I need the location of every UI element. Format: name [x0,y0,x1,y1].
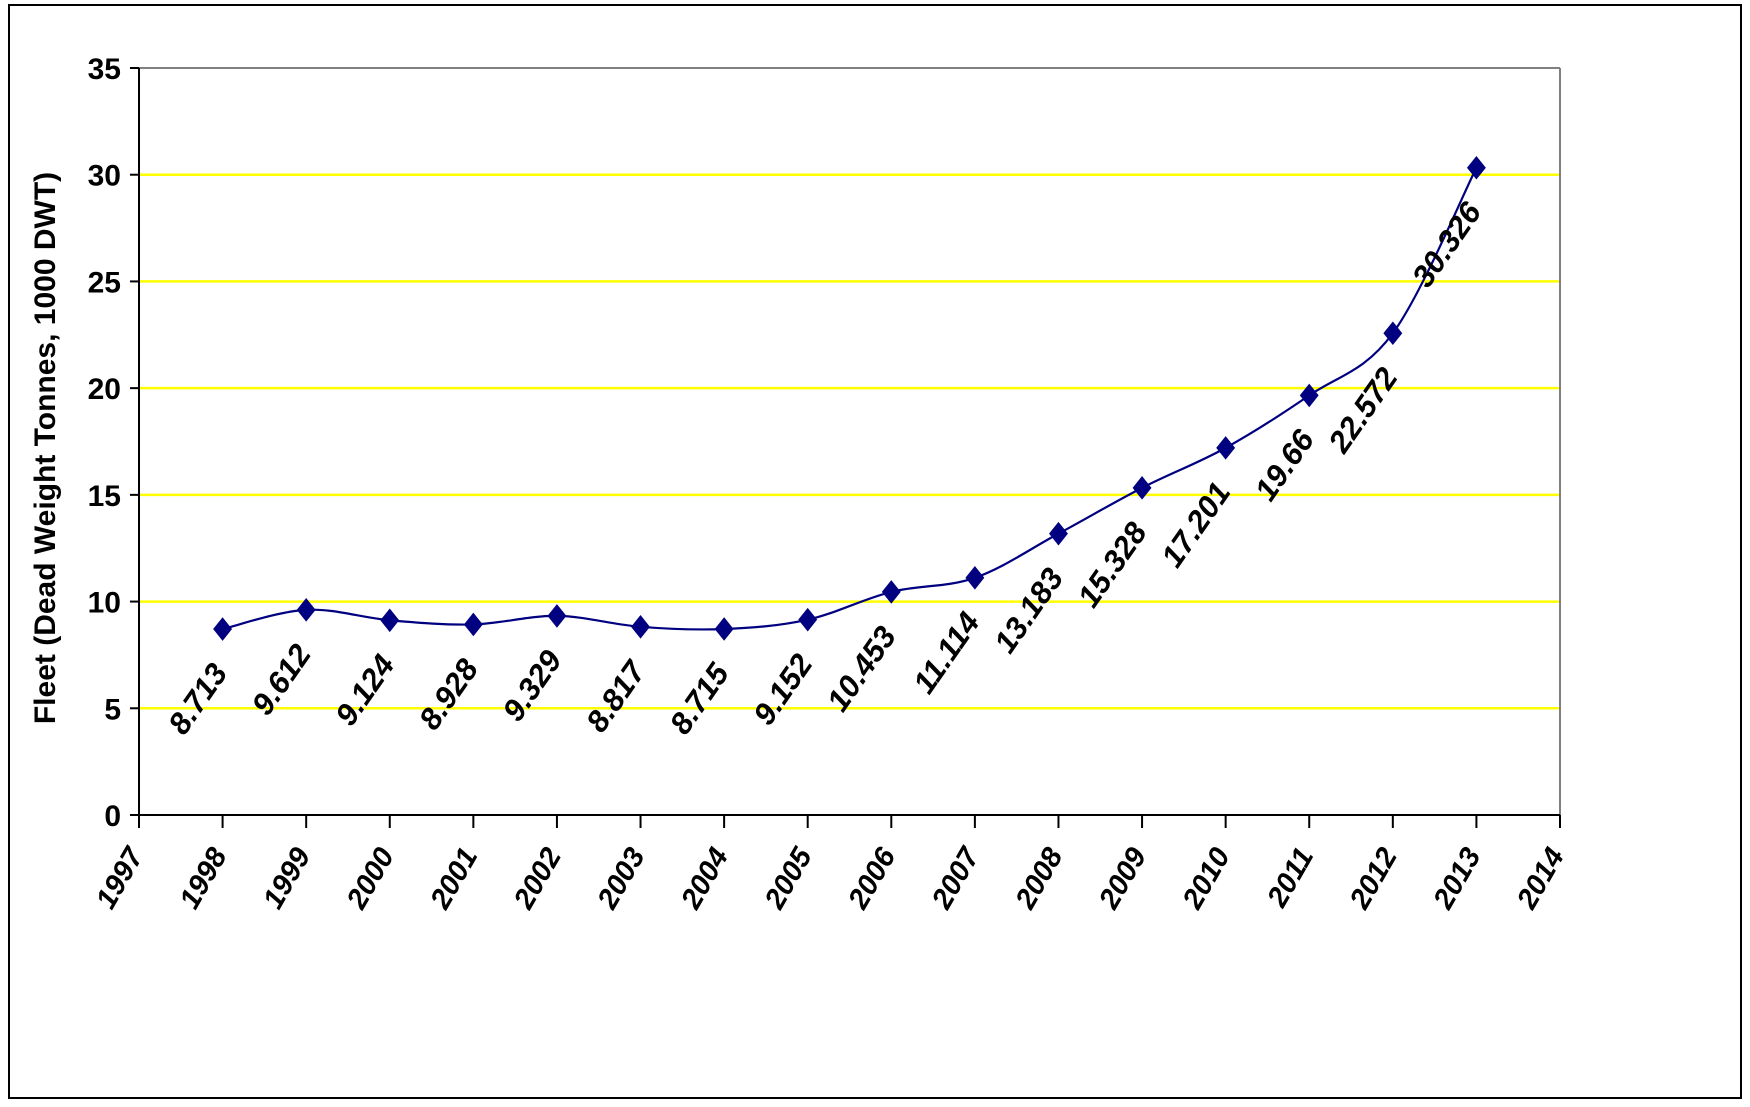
x-tick-label-2007: 2007 [925,841,986,915]
y-tick-label-5: 5 [104,693,121,726]
data-label-2008: 13.183 [987,562,1070,660]
y-tick-label-25: 25 [88,266,121,299]
x-tick-label-2010: 2010 [1176,843,1236,916]
data-label-2013: 30.326 [1405,195,1488,293]
data-point-2004 [714,617,734,641]
data-point-2013 [1466,155,1486,180]
x-tick-label-2014: 2014 [1511,843,1571,916]
data-point-2001 [463,612,483,637]
x-tick-label-1998: 1998 [174,842,234,915]
data-point-2008 [1049,521,1068,546]
data-label-2006: 10.453 [820,620,903,718]
chart-frame [8,4,1742,1099]
data-label-2007: 11.114 [906,606,986,700]
series-markers [213,155,1486,641]
x-tick-label-2006: 2006 [842,842,903,915]
x-tick-label-2001: 2001 [424,843,484,916]
data-point-1999 [296,598,316,622]
gridlines [139,173,1560,710]
data-point-2007 [965,565,985,590]
data-label-1998: 8.713 [161,657,234,741]
x-tick-label-2002: 2002 [508,843,568,916]
data-point-2010 [1216,436,1236,460]
data-point-2002 [547,604,567,628]
data-label-2009: 15.328 [1071,515,1154,613]
y-tick-label-0: 0 [104,800,121,833]
data-label-2012: 22.572 [1321,361,1405,460]
data-label-2005: 9.152 [746,648,819,732]
data-point-1998 [213,617,233,641]
y-tick-label-35: 35 [88,53,121,86]
data-point-2009 [1132,476,1152,500]
data-label-2010: 17.201 [1154,476,1237,574]
x-tick-label-2013: 2013 [1427,843,1487,916]
x-tick-label-2000: 2000 [340,843,400,916]
data-label-2003: 8.817 [579,653,653,738]
y-tick-label-10: 10 [88,587,121,620]
data-point-2006 [881,580,901,604]
y-tick-label-30: 30 [88,160,121,193]
data-label-2004: 8.715 [663,656,737,740]
data-point-2011 [1299,383,1319,408]
x-tick-label-1997: 1997 [90,841,151,914]
x-tick-label-2008: 2008 [1009,842,1070,915]
x-tick-label-2012: 2012 [1343,843,1403,916]
series-line [222,167,1478,631]
y-axis-title: Fleet (Dead Weight Tonnes, 1000 DWT) [29,172,62,724]
series-line-layer [222,167,1478,631]
y-tick-label-20: 20 [88,373,121,406]
x-tick-label-2009: 2009 [1093,843,1153,916]
x-tick-label-1999: 1999 [257,843,317,915]
x-tick-label-2011: 2011 [1261,843,1320,914]
data-point-2003 [631,615,650,639]
data-label-2000: 9.124 [328,648,401,732]
data-point-2012 [1383,321,1403,346]
x-tick-label-2005: 2005 [758,842,819,915]
x-tick-label-2004: 2004 [675,843,735,916]
data-point-2005 [798,607,818,632]
axes: 0 5 10 15 20 25 30 35 1997 1998 1999 2000 2001 2002 20… [88,53,1571,915]
y-tick-label-15: 15 [88,480,121,513]
data-label-2002: 9.329 [496,643,570,727]
data-label-2001: 8.928 [412,652,486,736]
data-labels: 8.713 9.612 9.124 8.928 9.329 8.817 8.715 9.152… [161,195,1488,741]
x-tick-label-2003: 2003 [591,843,651,916]
data-point-2000 [380,608,400,633]
